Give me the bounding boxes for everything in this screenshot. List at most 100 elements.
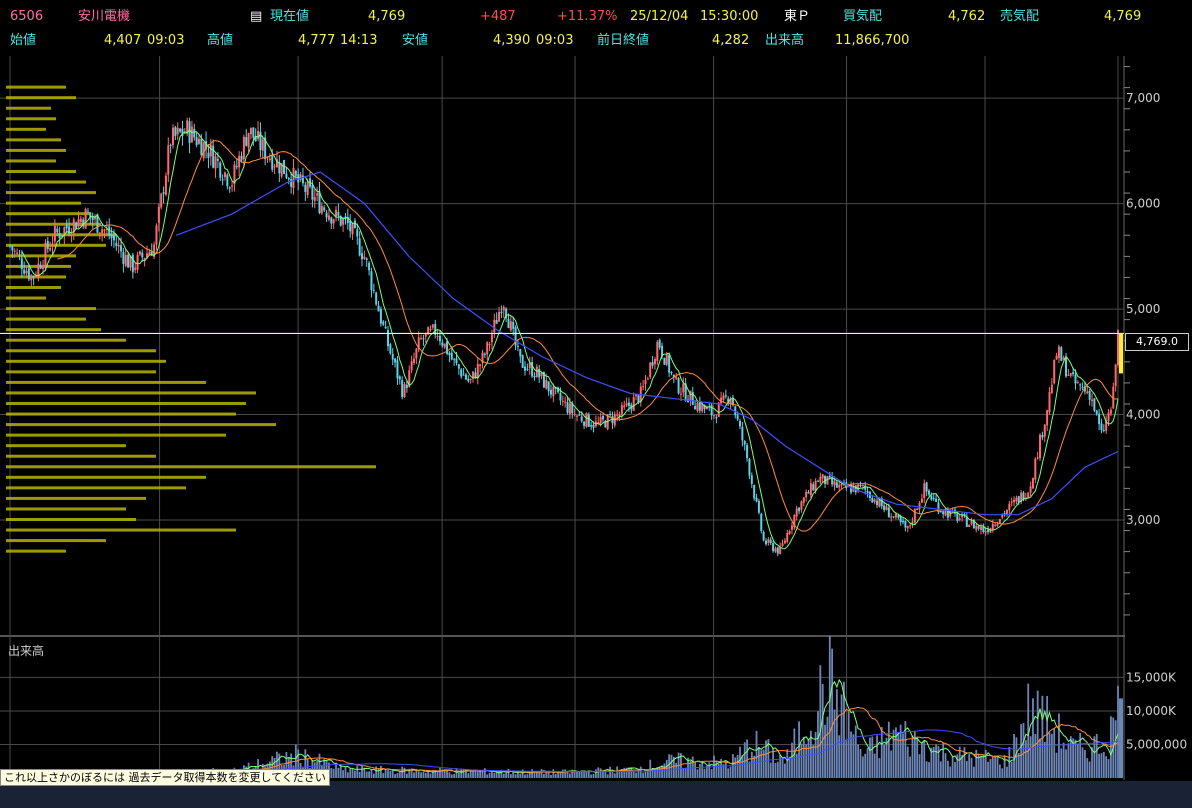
candle-body — [925, 482, 928, 492]
candle-body — [677, 378, 680, 394]
candle-body — [101, 229, 104, 234]
volume-bar — [840, 694, 843, 778]
volume-bar — [694, 762, 697, 778]
volume-bar — [798, 721, 800, 778]
candle-body — [91, 215, 94, 221]
candle-body — [1109, 409, 1112, 414]
volume-bar — [720, 758, 723, 778]
candle-body — [464, 374, 467, 380]
candle-body — [429, 328, 432, 330]
candle-body — [509, 321, 512, 331]
volume-bar — [814, 731, 817, 778]
candle-body — [365, 258, 368, 260]
volume-bar — [514, 774, 517, 778]
volume-bar — [998, 764, 1001, 778]
candle-body — [618, 414, 621, 417]
candle-body — [377, 305, 380, 312]
volume-bar — [1048, 732, 1051, 778]
candle-body — [568, 403, 571, 415]
candle-body — [443, 343, 446, 348]
volume-bar — [483, 768, 486, 778]
volume-bar — [290, 753, 293, 778]
candle-body — [330, 217, 333, 224]
candle-body — [455, 358, 458, 364]
candle-body — [651, 362, 654, 366]
candle-body — [538, 368, 541, 378]
candle-body — [656, 341, 659, 361]
candle-body — [370, 271, 373, 290]
candle-body — [547, 381, 550, 392]
candle-body — [965, 516, 968, 527]
candle-body — [179, 128, 182, 132]
change-percent: +11.37% — [557, 9, 618, 24]
candle-body — [1050, 384, 1053, 393]
volume-profile-bar — [6, 96, 76, 100]
volume-profile-bar — [6, 507, 126, 511]
volume-profile-bar — [6, 402, 246, 405]
volume-bar — [528, 771, 531, 778]
candle-body — [342, 218, 345, 225]
low-value: 4,390 — [493, 33, 531, 48]
volume-bar — [880, 727, 883, 778]
volume-bar — [571, 769, 574, 778]
volume-bar — [911, 735, 914, 778]
candle-body — [89, 212, 92, 218]
candle-body — [864, 485, 867, 490]
volume-profile-bar — [6, 338, 126, 342]
candle-body — [186, 120, 189, 134]
volume-bar — [817, 711, 819, 778]
candle-body — [911, 521, 914, 524]
candle-body — [278, 162, 281, 174]
candle-body — [249, 127, 252, 135]
memo-icon[interactable]: ▤ — [250, 9, 263, 24]
volume-bar — [710, 769, 713, 778]
candle-body — [490, 334, 493, 343]
volume-bar — [377, 768, 380, 778]
volume-bar — [398, 771, 401, 778]
volume-bar — [743, 742, 746, 778]
candle-body — [885, 506, 888, 510]
candle-body — [913, 508, 916, 523]
volume-bar — [351, 768, 354, 778]
candle-body — [82, 219, 85, 227]
candle-body — [894, 514, 897, 518]
volume-bar — [509, 774, 512, 778]
open-label: 始値 — [10, 33, 37, 48]
candle-body — [932, 498, 935, 500]
candle-body — [599, 417, 602, 424]
candle-body — [51, 243, 54, 247]
volume-profile-bar — [6, 412, 236, 416]
candle-body — [623, 405, 626, 408]
volume-bar — [779, 755, 782, 778]
candle-body — [909, 525, 912, 527]
price-tick-label: 6,000 — [1126, 197, 1160, 211]
candle-body — [216, 158, 219, 161]
candle-body — [670, 371, 673, 373]
volume-bar — [939, 761, 942, 778]
candle-body — [1013, 499, 1016, 503]
volume-bar — [949, 766, 952, 778]
volume-bar — [812, 745, 815, 778]
candle-body — [637, 395, 640, 403]
volume-bar — [826, 716, 829, 778]
volume-bar — [869, 737, 871, 778]
volume-bar — [632, 771, 635, 778]
candle-body — [1034, 458, 1037, 480]
candle-body — [410, 361, 413, 371]
candle-body — [134, 267, 137, 270]
candle-body — [505, 308, 508, 319]
history-limit-note: これ以上さかのぼるには 過去データ取得本数を変更してください — [0, 769, 330, 786]
volume-bar — [306, 758, 309, 778]
candle-body — [68, 226, 71, 234]
candle-body — [840, 483, 843, 486]
volume-bar — [838, 735, 841, 778]
candle-body — [467, 378, 470, 382]
volume-profile-bar — [6, 328, 101, 332]
volume-profile-bar — [6, 201, 81, 205]
candle-body — [131, 254, 134, 273]
volume-bar — [479, 770, 482, 778]
candle-body — [327, 215, 330, 220]
candle-body — [283, 159, 286, 174]
candle-body — [115, 242, 118, 246]
